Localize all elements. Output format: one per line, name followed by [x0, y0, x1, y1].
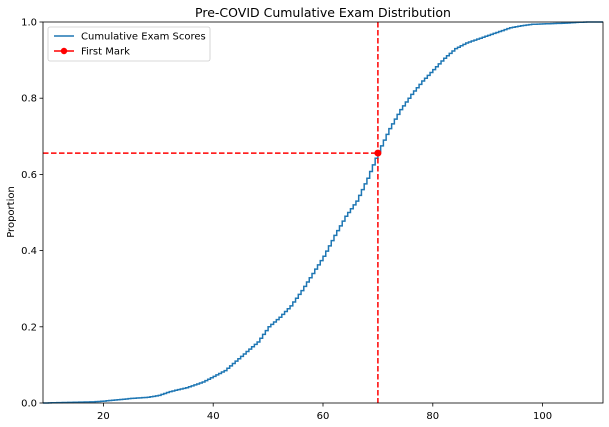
- cumulative-exam-scores-line: [43, 21, 603, 404]
- x-tick-label: 20: [97, 411, 110, 422]
- x-tick-label: 40: [207, 411, 220, 422]
- first-mark-point: [374, 149, 382, 157]
- legend-marker-first-mark: [60, 47, 68, 55]
- legend-label-first-mark: First Mark: [81, 47, 130, 58]
- y-tick-label: 0.8: [21, 94, 37, 105]
- y-tick-label: 0.4: [21, 246, 37, 257]
- y-tick-label: 0.2: [21, 322, 37, 333]
- axis-ticks: 20 40 60 80 100 0.0 0.2 0.4 0.6 0.8 1.0: [21, 18, 552, 423]
- y-tick-label: 0.6: [21, 170, 37, 181]
- y-tick-label: 1.0: [21, 18, 37, 29]
- legend-label-cumulative: Cumulative Exam Scores: [81, 32, 206, 43]
- chart-title: Pre-COVID Cumulative Exam Distribution: [195, 5, 451, 20]
- y-tick-label: 0.0: [21, 399, 37, 410]
- x-tick-label: 80: [426, 411, 439, 422]
- x-tick-label: 100: [533, 411, 552, 422]
- legend: Cumulative Exam Scores First Mark: [47, 26, 211, 62]
- axes-frame: [42, 21, 604, 404]
- plot-area: [43, 21, 603, 404]
- legend-frame: [47, 26, 211, 62]
- y-axis-label: Proportion: [6, 186, 17, 238]
- x-tick-label: 60: [317, 411, 330, 422]
